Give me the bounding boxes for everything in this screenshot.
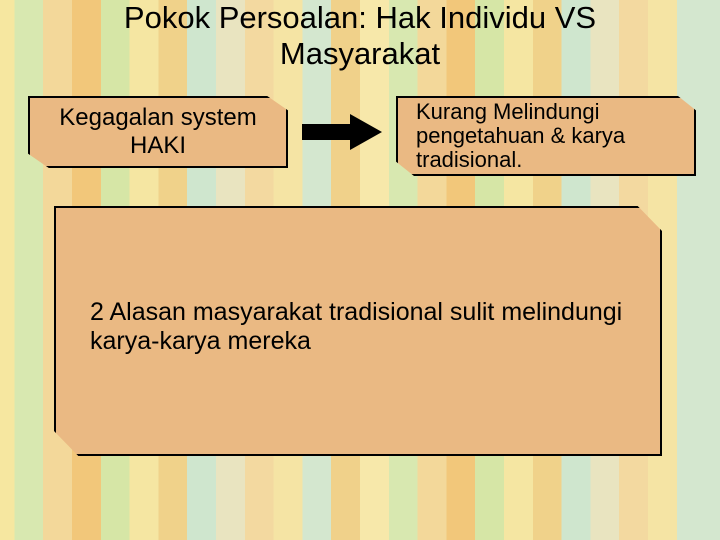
box-right-text: Kurang Melindungi pengetahuan & karya tr…: [416, 100, 680, 173]
box-bottom-text: 2 Alasan masyarakat tradisional sulit me…: [90, 298, 626, 356]
box-left-text: Kegagalan system HAKI: [48, 104, 268, 159]
arrow-shape: [302, 114, 382, 150]
box-bottom: 2 Alasan masyarakat tradisional sulit me…: [54, 206, 662, 456]
slide-title: Pokok Persoalan: Hak Individu VS Masyara…: [0, 0, 720, 71]
box-right: Kurang Melindungi pengetahuan & karya tr…: [396, 96, 696, 176]
box-left: Kegagalan system HAKI: [28, 96, 288, 168]
arrow-right-icon: [302, 112, 382, 152]
slide-content: Pokok Persoalan: Hak Individu VS Masyara…: [0, 0, 720, 540]
